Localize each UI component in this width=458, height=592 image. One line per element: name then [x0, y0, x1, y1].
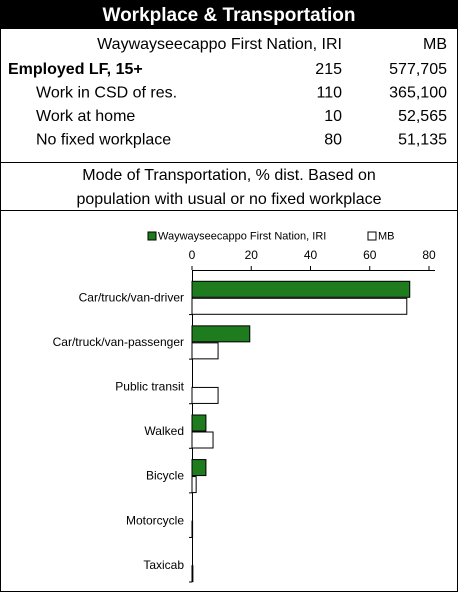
- bar: [191, 459, 207, 477]
- cell: 51,135: [398, 132, 447, 149]
- x-tick-label: 60: [363, 248, 377, 262]
- cell: 80: [324, 132, 342, 149]
- x-tick-label: 80: [422, 248, 436, 262]
- bar: [191, 520, 194, 538]
- legend-swatch: [367, 231, 377, 241]
- row-label: No fixed workplace: [36, 132, 171, 149]
- header-title: Workplace & Transportation: [102, 5, 355, 26]
- bar: [191, 342, 219, 360]
- x-tick-label: 20: [245, 248, 259, 262]
- cell: 10: [324, 108, 342, 125]
- bar: [191, 565, 194, 583]
- legend-label: MB: [378, 230, 395, 242]
- column-header: Waywayseecappo First Nation, IRI: [97, 36, 342, 53]
- row-label: Employed LF, 15+: [8, 61, 143, 78]
- y-tick-label: Walked: [144, 424, 184, 438]
- bar: [191, 386, 219, 404]
- bar: [191, 297, 408, 315]
- legend-label: Waywayseecappo First Nation, IRI: [158, 230, 326, 242]
- bar: [191, 325, 251, 343]
- cell: 577,705: [389, 61, 447, 78]
- column-header: MB: [423, 36, 447, 53]
- y-tick-label: Public transit: [115, 380, 184, 394]
- y-tick-label: Bicycle: [146, 469, 184, 483]
- header-bar: [0, 0, 458, 29]
- cell: 215: [315, 61, 342, 78]
- cell: 110: [316, 85, 342, 102]
- bar: [191, 414, 207, 432]
- x-tick-label: 0: [189, 248, 196, 262]
- cell: 52,565: [398, 108, 447, 125]
- chart-title: Mode of Transportation, % dist. Based on…: [76, 167, 381, 208]
- y-tick-label: Motorcycle: [126, 513, 184, 527]
- y-tick-label: Taxicab: [143, 558, 184, 572]
- row-label: Work at home: [36, 108, 135, 125]
- bar: [191, 431, 214, 449]
- legend-swatch: [147, 231, 157, 241]
- bar: [191, 476, 197, 494]
- y-tick-label: Car/truck/van-driver: [79, 290, 184, 304]
- x-tick-label: 40: [304, 248, 318, 262]
- bar: [191, 280, 411, 298]
- y-tick-label: Car/truck/van-passenger: [53, 335, 184, 349]
- cell: 365,100: [389, 85, 447, 102]
- row-label: Work in CSD of res.: [36, 85, 177, 102]
